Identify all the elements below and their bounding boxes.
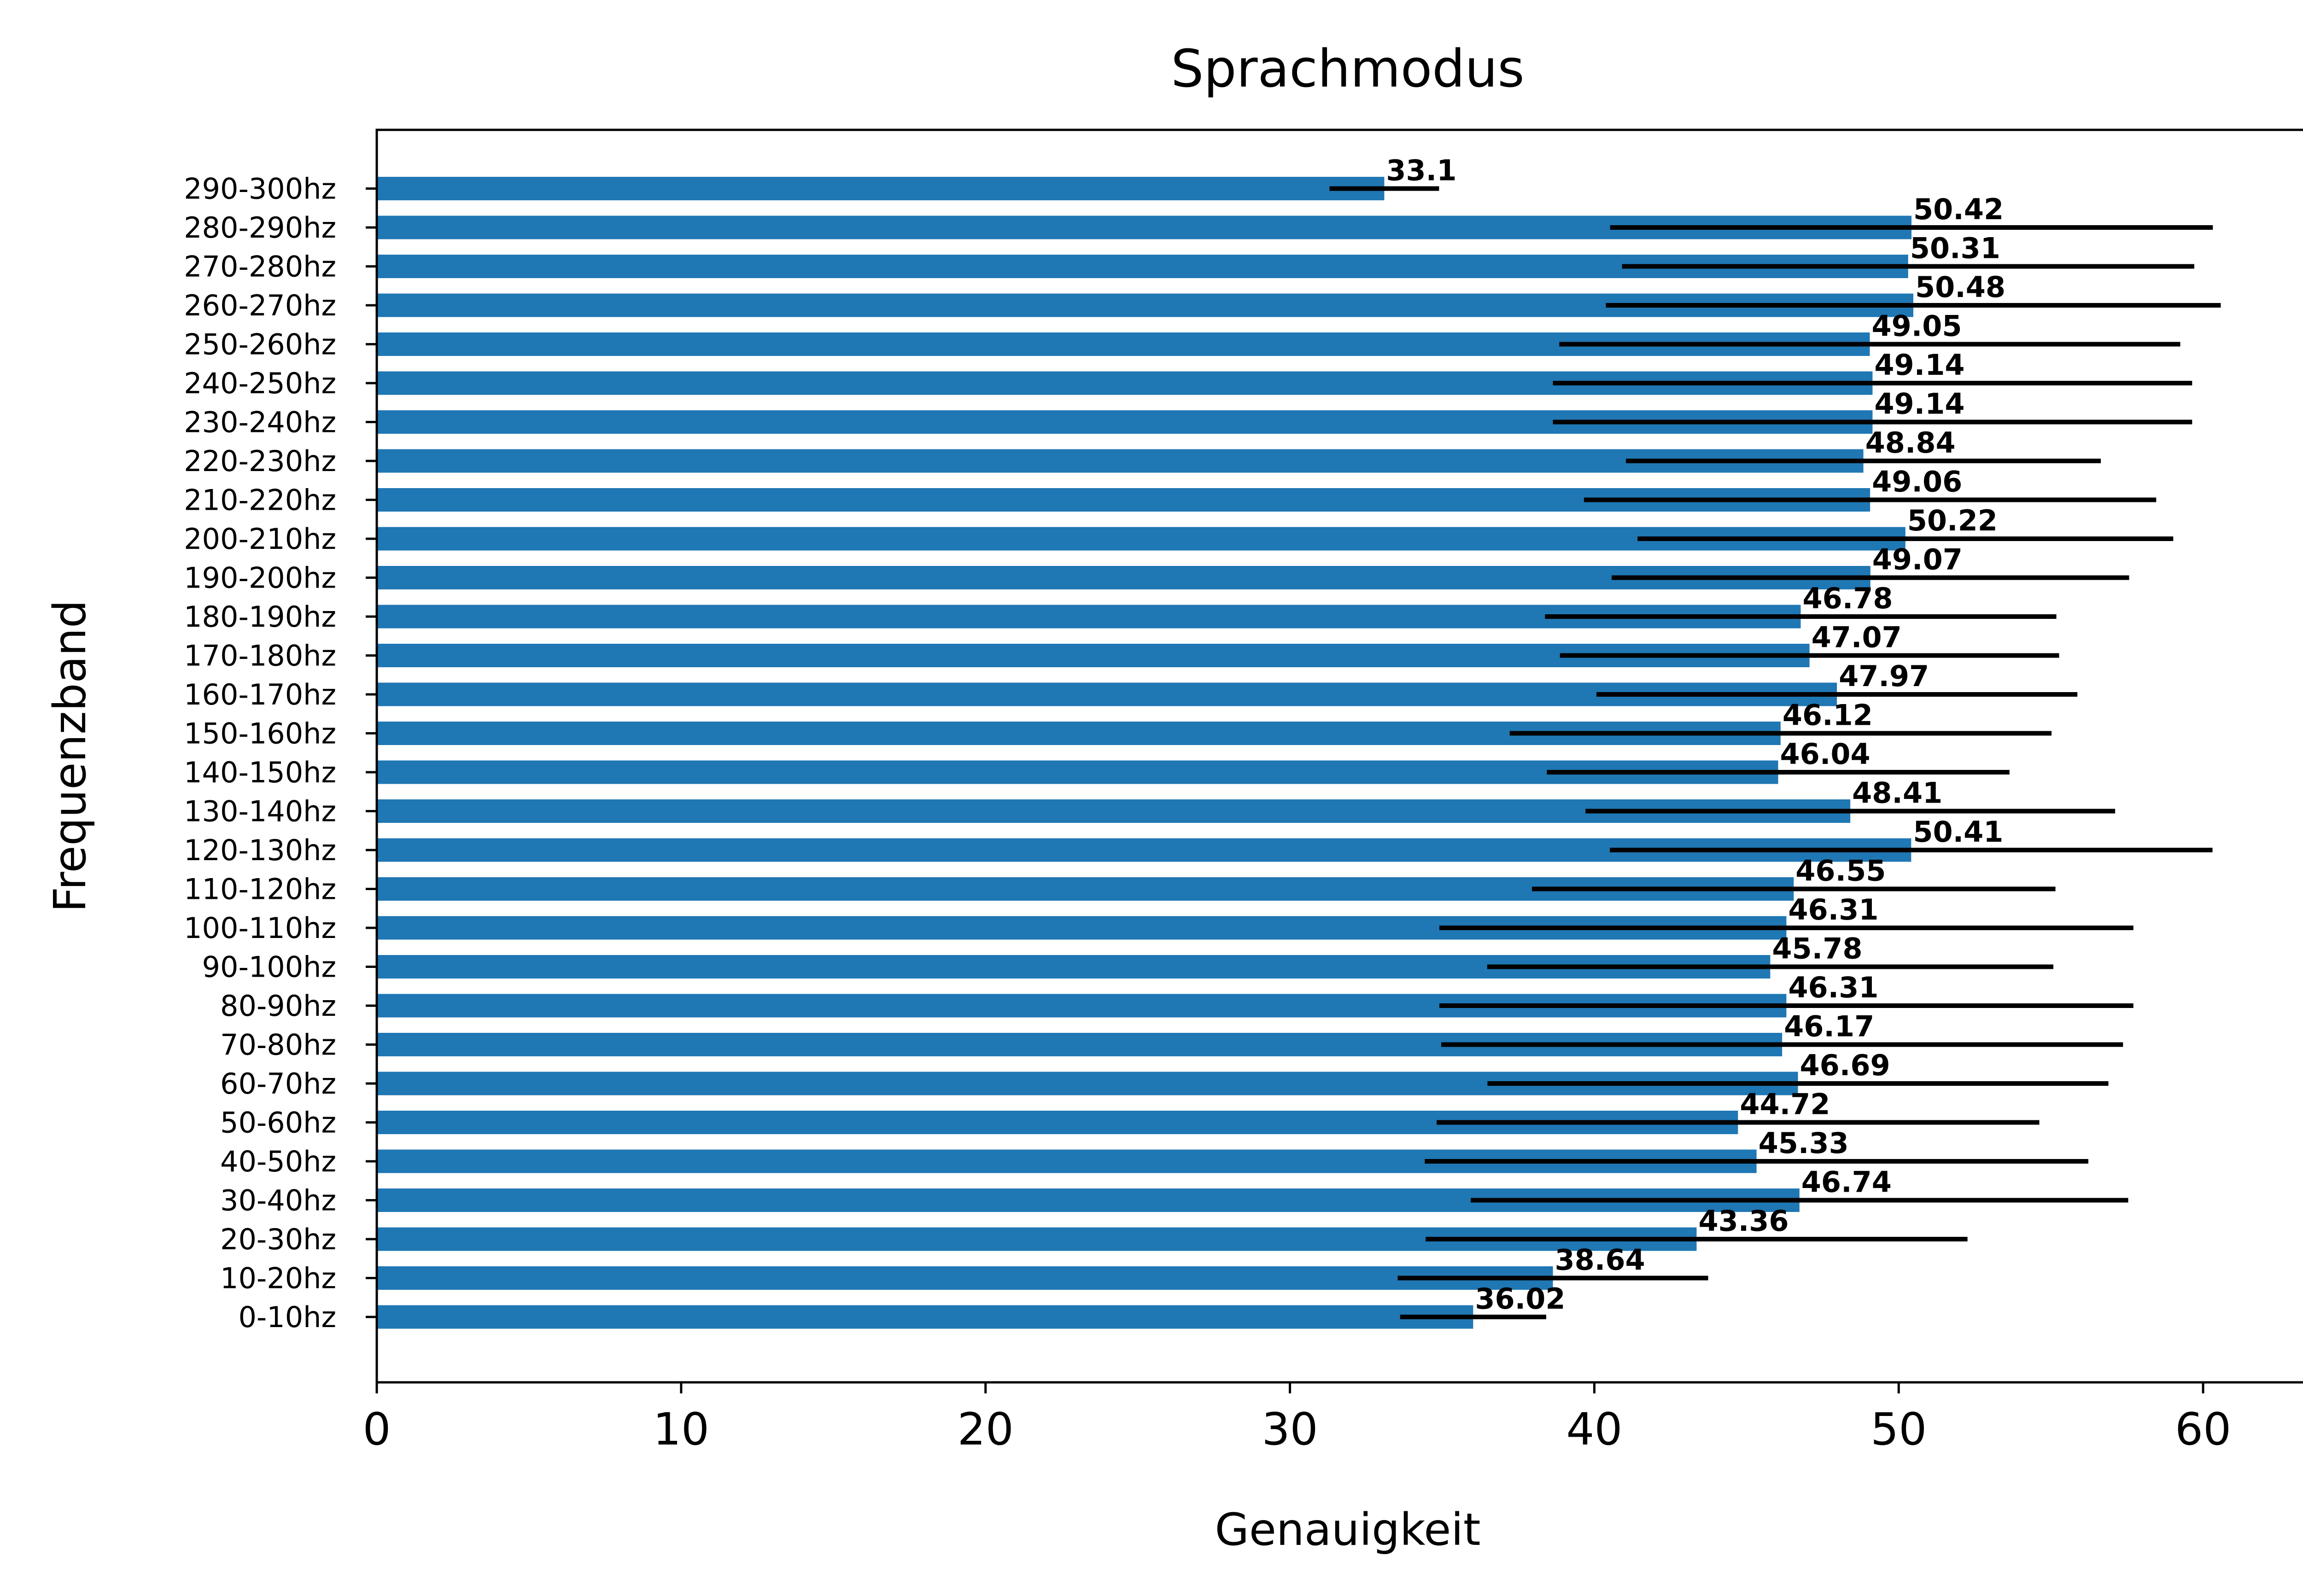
data-label: 47.97 [1839,659,1929,693]
data-label: 48.84 [1865,426,1956,460]
y-tick-label: 200-210hz [184,522,336,556]
y-tick-label: 150-160hz [184,717,336,751]
y-tick-label: 90-100hz [202,950,336,984]
y-tick-label: 50-60hz [220,1106,336,1140]
plot-frame [375,128,2303,1384]
error-bars-layer [1329,186,2221,1319]
y-tick-label: 80-90hz [220,989,336,1023]
y-tick-label: 0-10hz [238,1300,336,1334]
y-tick-label: 240-250hz [184,367,336,400]
data-label: 49.07 [1872,543,1963,577]
x-tick-label: 40 [1566,1404,1622,1455]
data-label: 46.78 [1802,582,1893,615]
data-label: 46.31 [1788,893,1878,926]
data-label: 50.48 [1915,270,2005,304]
y-tick-label: 290-300hz [184,172,336,206]
y-tick-label: 210-220hz [184,483,336,517]
data-label: 49.06 [1872,465,1962,499]
x-tick-label: 50 [1870,1404,1927,1455]
bar [377,1305,1473,1329]
x-axis-label: Genauigkeit [1215,1504,1480,1555]
data-labels-layer: 36.02 38.64 43.36 46.74 45.33 44.72 46.69 46.17… [1386,154,2005,1316]
y-tick-label: 60-70hz [220,1067,336,1101]
data-label: 49.14 [1874,348,1964,382]
y-tick-label: 220-230hz [184,444,336,478]
y-tick-label: 180-190hz [184,600,336,634]
bar [377,682,1837,706]
y-tick-label: 130-140hz [184,795,336,828]
y-axis-ticks: 0-10hz 10-20hz 20-30hz 30-40hz 40-50hz 50-60h… [184,172,377,1334]
data-label: 49.14 [1874,387,1964,421]
bar [377,449,1864,473]
data-label: 44.72 [1740,1088,1830,1121]
data-label: 46.17 [1784,1010,1874,1043]
x-tick-label: 20 [958,1404,1014,1455]
data-label: 36.02 [1475,1282,1565,1316]
y-tick-label: 140-150hz [184,756,336,789]
data-label: 46.04 [1780,737,1870,771]
chart-title: Sprachmodus [1171,39,1524,99]
data-label: 50.31 [1910,232,2000,265]
y-tick-label: 40-50hz [220,1145,336,1178]
bars-layer [377,177,1913,1329]
y-tick-label: 20-30hz [220,1223,336,1256]
bar [377,760,1778,784]
data-label: 50.42 [1913,192,2004,226]
data-label: 46.74 [1801,1165,1892,1199]
data-label: 45.33 [1759,1126,1849,1160]
data-label: 45.78 [1772,932,1862,966]
data-label: 46.31 [1788,971,1878,1004]
y-tick-label: 190-200hz [184,561,336,595]
x-tick-label: 10 [653,1404,709,1455]
y-tick-label: 270-280hz [184,250,336,284]
y-tick-label: 170-180hz [184,639,336,673]
data-label: 46.12 [1783,699,1873,732]
y-tick-label: 160-170hz [184,678,336,711]
data-label: 50.41 [1913,815,2003,849]
y-tick-label: 280-290hz [184,211,336,245]
bar [377,1266,1553,1290]
x-axis-ticks: 0 10 20 30 40 50 60 [362,1382,2231,1455]
y-tick-label: 30-40hz [220,1184,336,1217]
data-label: 46.69 [1800,1048,1890,1082]
y-tick-label: 10-20hz [220,1262,336,1295]
data-label: 48.41 [1852,776,1942,810]
data-label: 50.22 [1907,504,1998,537]
y-tick-label: 70-80hz [220,1028,336,1062]
data-label: 38.64 [1555,1243,1645,1277]
x-tick-label: 60 [2175,1404,2231,1455]
y-tick-label: 230-240hz [184,406,336,439]
y-axis-label: Frequenzband [44,600,96,912]
y-tick-label: 120-130hz [184,833,336,867]
y-tick-label: 110-120hz [184,873,336,906]
y-tick-label: 260-270hz [184,289,336,322]
data-label: 33.1 [1386,154,1456,187]
bar [377,177,1385,200]
y-tick-label: 100-110hz [184,911,336,945]
data-label: 46.55 [1795,854,1886,888]
y-tick-label: 250-260hz [184,328,336,361]
data-label: 49.05 [1871,309,1962,343]
data-label: 43.36 [1698,1204,1789,1238]
data-label: 47.07 [1812,621,1902,654]
x-tick-label: 30 [1262,1404,1318,1455]
x-tick-label: 0 [362,1404,391,1455]
